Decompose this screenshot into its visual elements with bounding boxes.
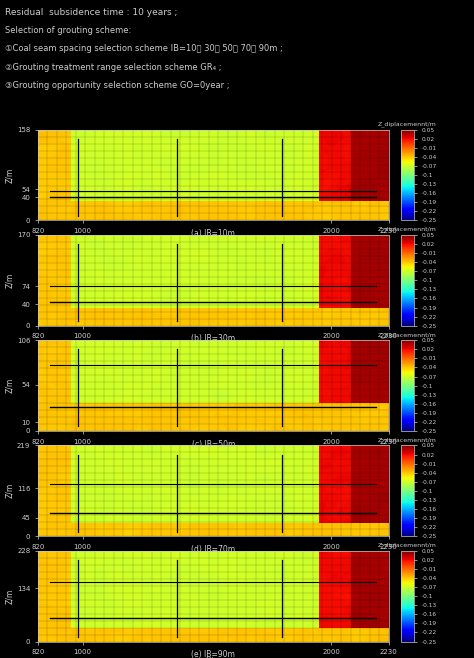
Y-axis label: Z/m: Z/m [5,483,14,499]
Title: Z_diplacemennt/m: Z_diplacemennt/m [378,438,437,443]
Text: ③Grouting opportunity selection scheme GO=0year ;: ③Grouting opportunity selection scheme G… [5,81,229,89]
Text: (e) IB=90m: (e) IB=90m [191,650,235,658]
Y-axis label: Z/m: Z/m [5,272,14,288]
Text: (a) IB=10m: (a) IB=10m [191,229,235,238]
X-axis label: X/m: X/m [206,341,221,350]
Text: Residual  subsidence time : 10 years ;: Residual subsidence time : 10 years ; [5,9,177,17]
X-axis label: X/m: X/m [206,446,221,455]
X-axis label: X/m: X/m [206,236,221,245]
Text: (b) IB=30m: (b) IB=30m [191,334,236,343]
Text: (d) IB=70m: (d) IB=70m [191,545,236,554]
Text: ②Grouting treatment range selection scheme GR₄ ;: ②Grouting treatment range selection sche… [5,63,221,72]
Title: Z_diplacemennt/m: Z_diplacemennt/m [378,122,437,127]
Title: Z_diplacemennt/m: Z_diplacemennt/m [378,227,437,232]
Title: Z_diplacemennt/m: Z_diplacemennt/m [378,332,437,338]
Y-axis label: Z/m: Z/m [5,378,14,393]
Text: Selection of grouting scheme:: Selection of grouting scheme: [5,26,131,36]
Text: ①Coal seam spacing selection scheme IB=10， 30、 50、 70、 90m ;: ①Coal seam spacing selection scheme IB=1… [5,44,283,53]
Y-axis label: Z/m: Z/m [5,588,14,604]
Text: (c) IB=50m: (c) IB=50m [191,440,235,449]
Title: Z_diplacemennt/m: Z_diplacemennt/m [378,543,437,548]
X-axis label: X/m: X/m [206,657,221,658]
Y-axis label: Z/m: Z/m [5,167,14,183]
X-axis label: X/m: X/m [206,551,221,561]
